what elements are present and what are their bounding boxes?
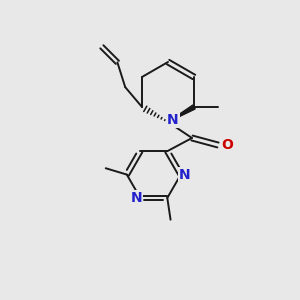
Text: N: N xyxy=(179,168,190,182)
Text: N: N xyxy=(167,113,179,127)
Polygon shape xyxy=(168,105,195,122)
Text: O: O xyxy=(221,138,233,152)
Text: N: N xyxy=(130,191,142,205)
